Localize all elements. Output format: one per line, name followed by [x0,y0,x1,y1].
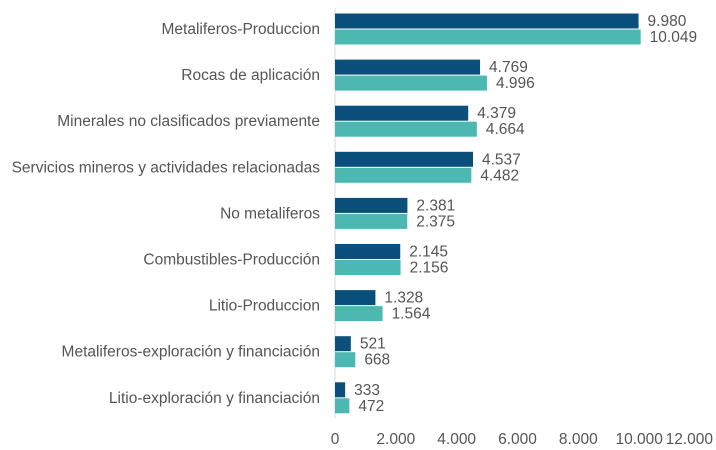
data-label-series-1: 333 [354,382,380,399]
bar-series-2 [335,29,641,45]
x-tick-label: 8.000 [559,431,598,448]
bar-series-1 [335,105,469,121]
bar-series-1 [335,290,376,306]
bar-series-1 [335,13,639,29]
bar-series-2 [335,352,356,368]
data-label-series-1: 521 [360,336,386,353]
bar-series-2 [335,167,472,183]
data-label-series-1: 2.145 [409,244,448,261]
data-label-series-2: 472 [358,398,384,415]
x-tick-label: 10.000 [615,431,663,448]
category-label: Metaliferos-exploración y financiación [62,344,320,361]
category-label: Litio-Produccion [209,298,320,315]
data-label-series-1: 4.537 [482,151,521,168]
x-tick-label: 4.000 [437,431,476,448]
bar-series-1 [335,244,401,259]
data-label-series-2: 4.482 [480,167,519,184]
bar-series-2 [335,260,401,275]
bar-series-2 [335,213,408,229]
data-label-series-2: 2.156 [410,260,449,277]
x-tick-label: 2.000 [376,431,415,448]
bar-series-2 [335,306,383,322]
bar-series-2 [335,75,487,91]
data-label-series-1: 2.381 [416,197,455,214]
data-label-series-2: 668 [364,352,390,369]
data-label-series-1: 4.379 [477,105,516,122]
bar-series-1 [335,151,474,167]
category-label: Metaliferos-Produccion [161,21,320,38]
x-tick-label: 12.000 [666,431,714,448]
bar-series-1 [335,197,408,213]
data-label-series-1: 1.328 [384,290,423,307]
bar-series-2 [335,398,350,414]
category-label: Litio-exploración y financiación [109,390,320,407]
data-label-series-2: 4.996 [496,75,535,92]
data-label-series-2: 1.564 [392,306,431,323]
category-label: Combustibles-Producción [143,252,320,269]
bar-series-1 [335,336,351,352]
data-label-series-2: 4.664 [486,121,525,138]
data-label-series-1: 9.980 [648,13,687,30]
category-label: Servicios mineros y actividades relacion… [12,159,321,176]
data-label-series-2: 2.375 [416,213,455,230]
x-tick-label: 0 [331,431,340,448]
data-label-series-2: 10.049 [650,29,697,46]
bar-series-1 [335,59,481,75]
bar-series-1 [335,382,346,398]
x-tick-label: 6.000 [498,431,537,448]
category-label: No metaliferos [220,205,320,222]
category-label: Minerales no clasificados previamente [57,113,320,130]
bar-series-2 [335,121,477,137]
category-label: Rocas de aplicación [181,67,320,84]
data-label-series-1: 4.769 [489,59,528,76]
